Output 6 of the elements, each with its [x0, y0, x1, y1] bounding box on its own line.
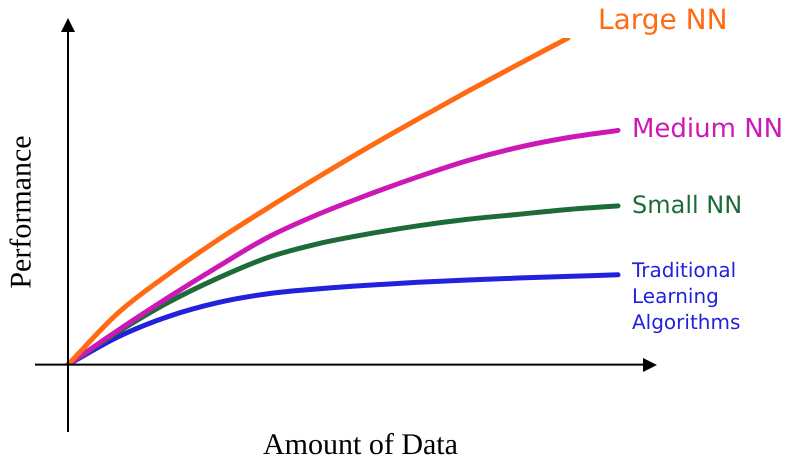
series-label: Large NN [598, 2, 728, 38]
series-label: Small NN [632, 190, 742, 222]
series-label: Traditional Learning Algorithms [632, 256, 742, 335]
series-label: Medium NN [632, 113, 784, 146]
x-axis-title: Amount of Data [263, 428, 458, 462]
y-axis-title: Performance [4, 135, 39, 289]
